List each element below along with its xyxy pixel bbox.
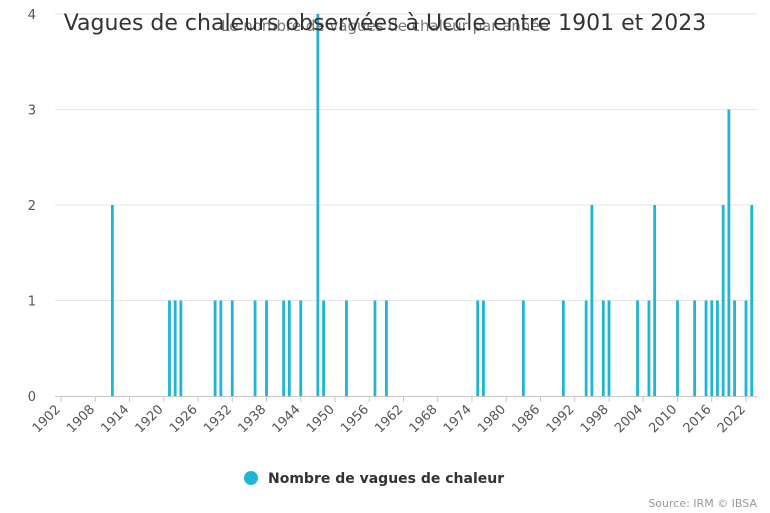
bar-2006[interactable] <box>653 205 657 396</box>
x-tick-label: 2022 <box>715 402 749 436</box>
x-tick-label: 1992 <box>544 402 578 436</box>
y-axis-ticks: 0 1 2 3 4 <box>28 8 36 405</box>
bar-2016[interactable] <box>710 300 714 397</box>
x-tick-label: 1956 <box>338 402 372 436</box>
bar-2003[interactable] <box>636 300 639 397</box>
x-tick-label: 1902 <box>30 402 64 436</box>
bar-2015[interactable] <box>704 300 708 397</box>
y-tick-label: 3 <box>28 104 36 119</box>
bar-1921[interactable] <box>168 300 171 397</box>
chart-title: Vagues de chaleurs observées à Uccle ent… <box>64 11 707 36</box>
y-tick-label: 1 <box>28 295 36 310</box>
bar-1983[interactable] <box>521 300 525 397</box>
bar-1990[interactable] <box>561 300 565 397</box>
bar-1938[interactable] <box>265 300 268 397</box>
chart-subtitle: Le nombre de vagues de chaleur par année <box>221 17 549 35</box>
bar-2022[interactable] <box>744 300 748 397</box>
y-tick-label: 4 <box>28 8 36 23</box>
bar-1932[interactable] <box>230 300 234 397</box>
bar-2005[interactable] <box>647 300 651 397</box>
x-tick-label: 1998 <box>578 402 612 436</box>
x-tick-label: 2004 <box>612 402 646 436</box>
legend-label: Nombre de vagues de chaleur <box>268 471 504 487</box>
source-credit: Source: IRM © IBSA <box>648 497 757 510</box>
x-tick-label: 1908 <box>64 402 98 436</box>
bar-1994[interactable] <box>584 300 588 397</box>
x-tick-label: 1944 <box>270 402 304 436</box>
legend-marker <box>244 471 258 485</box>
x-tick-label: 1914 <box>98 402 132 436</box>
bar-1923[interactable] <box>179 300 183 397</box>
legend-item[interactable]: Nombre de vagues de chaleur <box>244 471 504 487</box>
y-tick-label: 2 <box>28 199 36 214</box>
x-tick-label: 1932 <box>201 402 235 436</box>
x-tick-label: 1938 <box>235 402 269 436</box>
bar-2023[interactable] <box>750 205 754 396</box>
x-tick-label: 2016 <box>681 402 715 436</box>
bar-1929[interactable] <box>213 300 217 397</box>
bar-1930[interactable] <box>219 300 223 397</box>
x-tick-label: 1920 <box>133 402 167 436</box>
bar-1922[interactable] <box>173 300 177 397</box>
bar-1976[interactable] <box>482 300 485 397</box>
x-tick-label: 1962 <box>372 402 406 436</box>
bar-1944[interactable] <box>299 300 303 397</box>
bar-2019[interactable] <box>727 109 731 397</box>
bar-1941[interactable] <box>282 300 286 397</box>
bar-1947[interactable] <box>316 14 320 396</box>
x-tick-label: 1974 <box>441 402 475 436</box>
x-tick-label: 1950 <box>304 402 338 436</box>
bar-1948[interactable] <box>322 300 325 397</box>
bar-1942[interactable] <box>287 300 291 397</box>
bar-2010[interactable] <box>676 300 679 397</box>
x-tick-label: 1980 <box>475 402 509 436</box>
bar-1952[interactable] <box>345 300 348 397</box>
bar-1911[interactable] <box>110 205 114 396</box>
x-tick-label: 1968 <box>407 402 441 436</box>
bar-1975[interactable] <box>476 300 480 397</box>
bar-1998[interactable] <box>607 300 611 397</box>
bar-2013[interactable] <box>693 300 697 397</box>
bar-2018[interactable] <box>721 205 725 396</box>
bars <box>110 14 754 397</box>
y-tick-label: 0 <box>28 390 36 405</box>
x-tick-label: 1926 <box>167 402 201 436</box>
x-axis-ticks: 1902 1908 1914 1920 1926 1932 1938 1944 1950 1956… <box>30 396 749 436</box>
x-tick-label: 2010 <box>646 402 680 436</box>
bar-1936[interactable] <box>253 300 257 397</box>
bar-1997[interactable] <box>601 300 605 397</box>
bar-2017[interactable] <box>716 300 719 397</box>
bar-1959[interactable] <box>384 300 388 397</box>
bar-1995[interactable] <box>590 205 594 396</box>
bar-2020[interactable] <box>733 300 736 397</box>
bar-1957[interactable] <box>373 300 377 397</box>
grid-lines <box>55 13 757 301</box>
x-tick-label: 1986 <box>509 402 543 436</box>
